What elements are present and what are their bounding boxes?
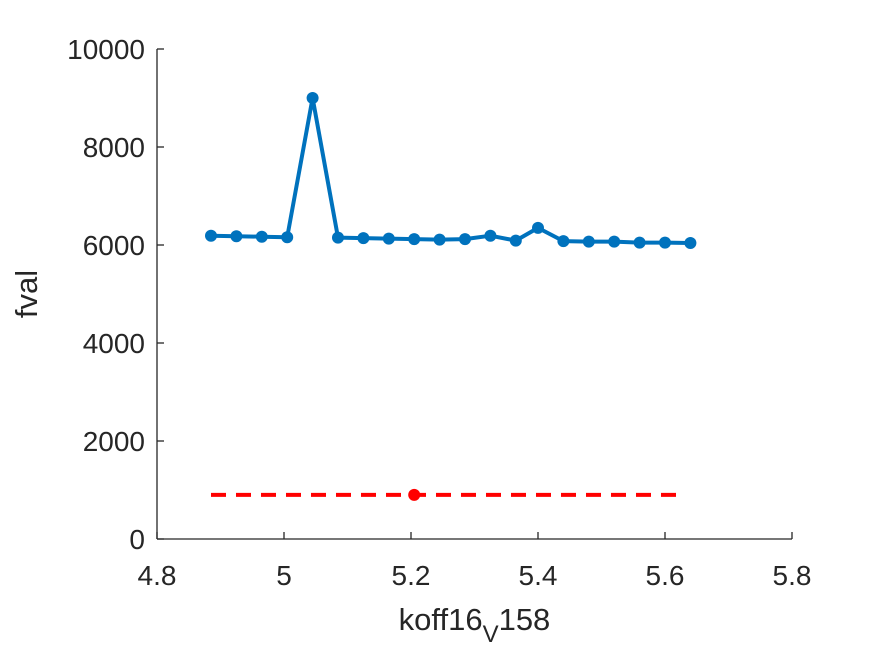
y-tick-label: 0: [129, 524, 145, 555]
plot-area: [205, 92, 697, 501]
data-point: [357, 232, 370, 245]
x-tick-label: 5.2: [392, 560, 431, 591]
x-axis-label-main: koff16: [399, 602, 483, 637]
y-tick-label: 10000: [67, 34, 145, 65]
x-axis-label-suffix: 158: [499, 602, 551, 637]
data-point: [557, 235, 570, 248]
y-tick-label: 8000: [83, 132, 145, 163]
x-tick-label: 5.4: [519, 560, 558, 591]
data-point: [608, 235, 621, 248]
data-point: [484, 229, 497, 242]
data-point: [633, 236, 646, 249]
data-point: [684, 237, 697, 249]
data-point: [509, 234, 522, 247]
data-point: [582, 235, 595, 248]
y-axis-label: fval: [9, 270, 44, 318]
y-tick-label: 4000: [83, 328, 145, 359]
x-tick-label: 5: [276, 560, 292, 591]
x-axis-label: koff16V158: [399, 602, 551, 648]
x-tick-label: 4.8: [138, 560, 177, 591]
tick-group: 4.8 5 5.2 5.4 5.6 5.8 0 2000 4000 6000 8000 10000: [67, 34, 811, 591]
data-point: [205, 229, 217, 242]
data-point: [408, 233, 421, 246]
data-point: [255, 230, 268, 243]
data-point: [459, 233, 471, 246]
data-point: [433, 233, 446, 246]
series-line: [210, 96, 691, 245]
data-point: [382, 232, 395, 245]
x-tick-label: 5.8: [773, 560, 812, 591]
data-point: [306, 92, 319, 104]
axes: [156, 49, 792, 540]
data-point: [281, 231, 294, 244]
y-tick-label: 6000: [83, 230, 145, 261]
data-point: [230, 230, 243, 243]
data-point: [332, 231, 344, 244]
x-axis-label-subscript: V: [483, 621, 499, 648]
data-point: [532, 221, 544, 234]
data-point: [408, 488, 421, 501]
data-point: [659, 236, 671, 249]
x-tick-label: 5.6: [646, 560, 685, 591]
y-tick-label: 2000: [83, 426, 145, 457]
